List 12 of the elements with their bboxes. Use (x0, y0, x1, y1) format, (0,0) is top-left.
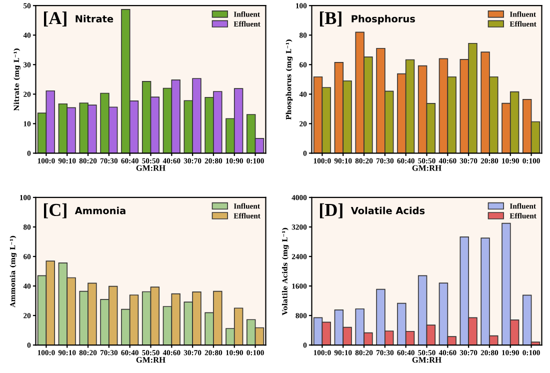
x-axis-title: GM:RH (136, 357, 166, 363)
x-axis-title: GM:RH (136, 165, 166, 171)
chart-title: [D] (320, 203, 342, 218)
text: Nitrate (76, 14, 114, 22)
x-axis-title: GM:RH (412, 357, 442, 363)
text: Phosphorus (352, 14, 415, 24)
chart-title: [B] (320, 12, 342, 26)
chart-title: [C] (44, 203, 66, 218)
text: Ammonia (74, 206, 126, 214)
chart-title: [A] (44, 12, 66, 26)
x-axis-title: GM:RH (412, 165, 442, 171)
text: Volatile Acids (350, 206, 425, 214)
